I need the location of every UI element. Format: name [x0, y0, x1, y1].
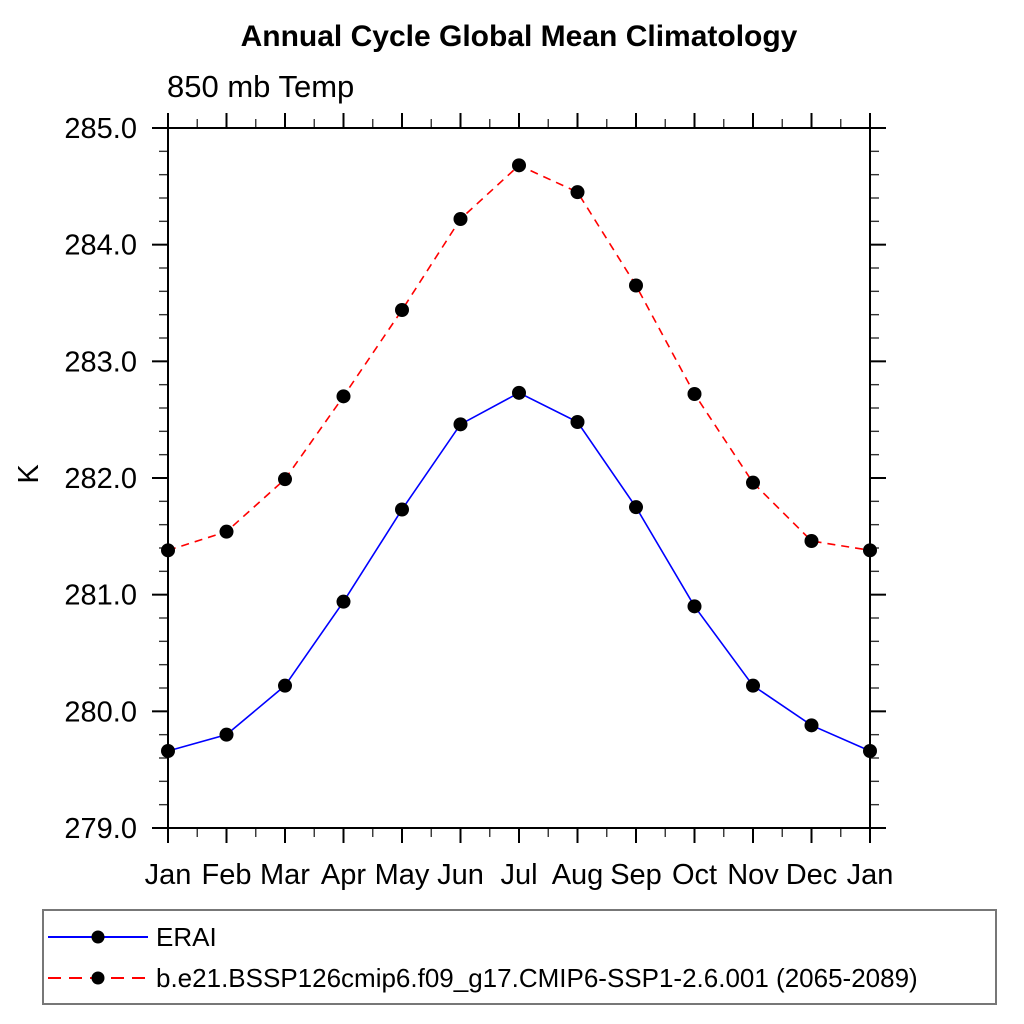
- y-tick-label: 279.0: [64, 813, 137, 845]
- x-tick-label: Apr: [321, 859, 366, 891]
- data-point: [161, 543, 175, 558]
- data-point: [512, 158, 526, 173]
- x-tick-label: May: [375, 859, 430, 891]
- legend-line-sample: [48, 971, 148, 985]
- y-axis-unit-label: K: [13, 464, 45, 484]
- x-tick-label: Jul: [500, 859, 537, 891]
- chart-title: Annual Cycle Global Mean Climatology: [240, 20, 798, 53]
- x-tick-label: Sep: [610, 859, 662, 891]
- data-point: [863, 543, 877, 558]
- x-tick-label: Feb: [202, 859, 252, 891]
- data-point: [278, 678, 292, 693]
- y-tick-label: 285.0: [64, 113, 137, 145]
- legend: ERAI b.e21.BSSP126cmip6.f09_g17.CMIP6-SSP…: [42, 909, 997, 1005]
- y-tick-label: 284.0: [64, 230, 137, 262]
- legend-item-0: ERAI: [48, 920, 217, 954]
- data-point: [687, 599, 702, 614]
- series-line-0: [167, 391, 871, 752]
- legend-marker-icon: [91, 971, 105, 985]
- x-tick-label: Jun: [437, 859, 484, 891]
- data-point: [395, 303, 409, 317]
- x-tick-label: Dec: [786, 859, 838, 891]
- legend-item-1: b.e21.BSSP126cmip6.f09_g17.CMIP6-SSP1-2.…: [48, 961, 918, 995]
- data-point: [453, 417, 468, 432]
- x-tick-label: Jan: [145, 859, 192, 891]
- data-point: [278, 472, 292, 487]
- x-tick-label: Aug: [552, 859, 604, 891]
- y-tick-label: 282.0: [64, 463, 137, 495]
- x-tick-label: Mar: [260, 859, 310, 891]
- data-point: [570, 415, 585, 429]
- data-point: [570, 185, 585, 200]
- data-point: [746, 475, 760, 490]
- legend-label: ERAI: [156, 921, 217, 952]
- data-point: [512, 385, 526, 400]
- data-point: [219, 727, 234, 742]
- data-point: [687, 387, 702, 401]
- y-tick-label: 283.0: [64, 346, 137, 378]
- data-point: [219, 524, 234, 539]
- x-tick-label: Nov: [727, 859, 779, 891]
- legend-line-sample: [48, 930, 148, 944]
- x-tick-label: Jan: [847, 859, 894, 891]
- data-point: [336, 389, 351, 404]
- y-tick-label: 280.0: [64, 696, 137, 728]
- x-tick-label: Oct: [672, 859, 717, 891]
- data-point: [395, 502, 409, 517]
- legend-marker-icon: [91, 930, 105, 944]
- y-tick-label: 281.0: [64, 580, 137, 612]
- series-line-1: [167, 164, 871, 552]
- data-point: [629, 500, 643, 515]
- data-point: [336, 594, 351, 609]
- data-point: [863, 744, 877, 758]
- data-point: [746, 678, 760, 693]
- plot-frame: [167, 127, 871, 829]
- data-point: [453, 212, 468, 226]
- legend-label: b.e21.BSSP126cmip6.f09_g17.CMIP6-SSP1-2.…: [156, 962, 918, 993]
- data-point: [161, 744, 175, 758]
- data-point: [804, 718, 819, 733]
- data-point: [804, 534, 819, 548]
- chart-subtitle: 850 mb Temp: [167, 69, 355, 104]
- data-point: [629, 278, 643, 293]
